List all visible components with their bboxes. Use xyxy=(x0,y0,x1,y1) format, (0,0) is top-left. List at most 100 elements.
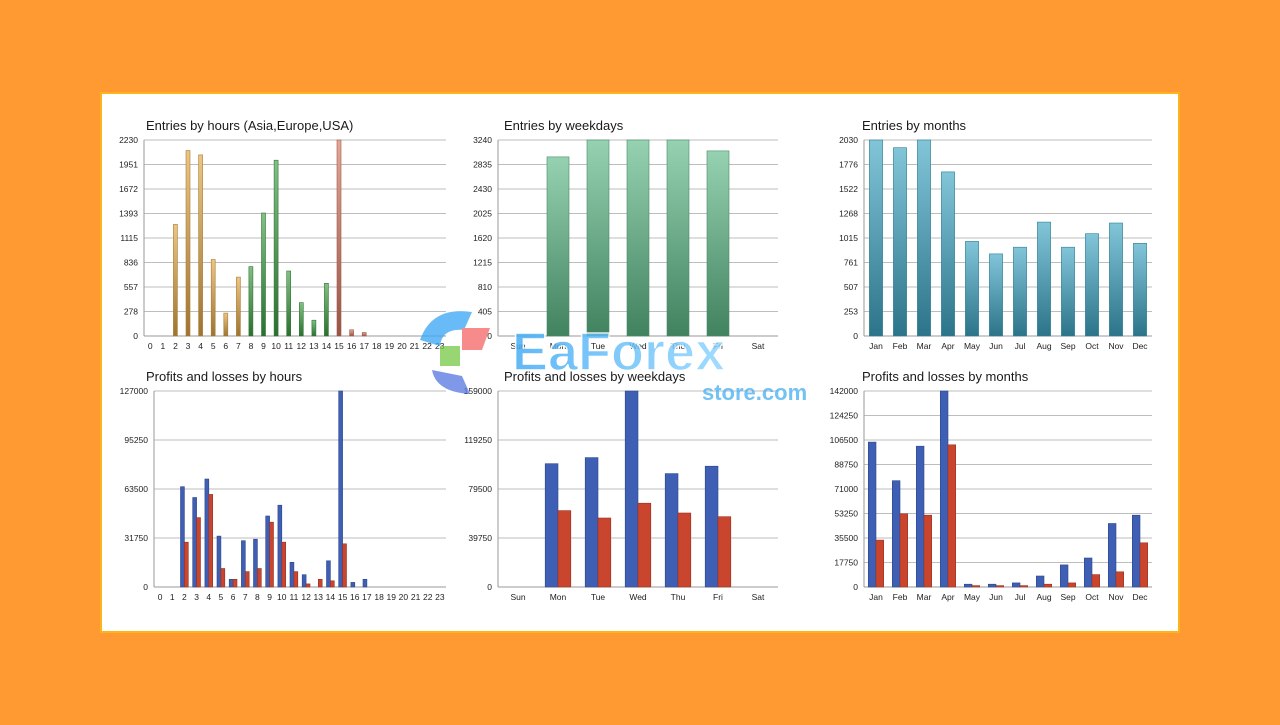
x-tick-label: 21 xyxy=(410,341,420,351)
x-tick-label: 23 xyxy=(435,341,445,351)
x-tick-label: Mar xyxy=(917,341,932,351)
x-tick-label: 5 xyxy=(211,341,216,351)
y-tick-label: 1215 xyxy=(473,258,492,268)
x-tick-label: May xyxy=(964,341,981,351)
y-tick-label: 278 xyxy=(124,307,138,317)
bar xyxy=(1019,585,1028,588)
y-tick-label: 79500 xyxy=(468,484,492,494)
bar xyxy=(269,521,274,588)
bar xyxy=(318,578,323,588)
bar xyxy=(326,560,331,588)
y-tick-label: 2030 xyxy=(839,135,858,145)
x-tick-label: 4 xyxy=(198,341,203,351)
y-tick-label: 39750 xyxy=(468,533,492,543)
bar xyxy=(893,147,907,337)
bar xyxy=(362,578,368,588)
x-tick-label: Jun xyxy=(989,592,1003,602)
bar xyxy=(301,574,307,588)
chart-c3: Entries by months 0 253 507 761 1015 1268 1522 1… xyxy=(839,118,1152,351)
bar xyxy=(989,253,1003,337)
bar xyxy=(185,150,191,337)
bar xyxy=(330,580,335,588)
x-tick-label: 1 xyxy=(161,341,166,351)
x-tick-label: 16 xyxy=(350,592,360,602)
bar xyxy=(664,473,679,588)
x-tick-label: 3 xyxy=(194,592,199,602)
x-tick-label: 19 xyxy=(385,341,395,351)
bar xyxy=(939,390,949,588)
chart-c6: Profits and losses by months 0 17750 35500 5… xyxy=(830,369,1152,602)
bar xyxy=(995,585,1004,588)
bar xyxy=(293,571,299,588)
bar xyxy=(277,504,283,588)
x-tick-label: 16 xyxy=(347,341,357,351)
x-tick-label: 13 xyxy=(309,341,319,351)
y-tick-label: 405 xyxy=(478,307,492,317)
x-tick-label: Nov xyxy=(1108,341,1124,351)
bar xyxy=(253,538,258,588)
bar xyxy=(717,516,732,588)
bar xyxy=(677,512,692,588)
y-tick-label: 63500 xyxy=(124,484,148,494)
x-tick-label: Dec xyxy=(1132,341,1148,351)
bar xyxy=(273,159,279,337)
bar xyxy=(917,139,931,337)
x-tick-label: Thu xyxy=(671,341,686,351)
x-tick-label: Mon xyxy=(550,341,567,351)
bar xyxy=(899,513,908,588)
bar xyxy=(557,510,572,588)
y-tick-label: 1776 xyxy=(839,160,858,170)
y-tick-label: 810 xyxy=(478,282,492,292)
x-tick-label: Thu xyxy=(671,592,686,602)
chart-title: Entries by hours (Asia,Europe,USA) xyxy=(146,118,353,133)
bar xyxy=(208,494,214,588)
bar xyxy=(342,543,347,588)
x-tick-label: Apr xyxy=(941,592,954,602)
x-tick-label: Oct xyxy=(1085,592,1099,602)
bar xyxy=(597,517,612,588)
x-tick-label: 14 xyxy=(326,592,336,602)
y-tick-label: 761 xyxy=(844,258,858,268)
x-tick-label: 2 xyxy=(182,592,187,602)
chart-title: Profits and losses by months xyxy=(862,369,1029,384)
y-tick-label: 0 xyxy=(133,331,138,341)
bar xyxy=(1115,571,1124,588)
x-tick-label: 19 xyxy=(387,592,397,602)
x-tick-label: 12 xyxy=(297,341,307,351)
bar xyxy=(349,329,354,337)
y-tick-label: 17750 xyxy=(834,558,858,568)
bar xyxy=(891,480,901,588)
x-tick-label: 21 xyxy=(411,592,421,602)
chart-title: Entries by months xyxy=(862,118,967,133)
y-tick-label: 3240 xyxy=(473,135,492,145)
chart-c4: Profits and losses by hours0317506350095… xyxy=(120,369,446,602)
bar xyxy=(361,332,367,337)
x-tick-label: 18 xyxy=(372,341,382,351)
chart-title: Entries by weekdays xyxy=(504,118,624,133)
y-tick-label: 2835 xyxy=(473,160,492,170)
bar xyxy=(311,319,317,337)
y-tick-label: 53250 xyxy=(834,509,858,519)
x-tick-label: 17 xyxy=(359,341,369,351)
x-tick-label: 15 xyxy=(334,341,344,351)
x-tick-label: Jan xyxy=(869,341,883,351)
x-tick-label: 8 xyxy=(249,341,254,351)
bar xyxy=(1043,583,1052,588)
y-tick-label: 836 xyxy=(124,258,138,268)
y-tick-label: 71000 xyxy=(834,484,858,494)
bar xyxy=(963,583,973,588)
y-tick-label: 159000 xyxy=(464,386,493,396)
bar xyxy=(1013,246,1027,337)
bar xyxy=(257,568,262,588)
x-tick-label: Sat xyxy=(752,341,765,351)
x-tick-label: Sun xyxy=(510,592,525,602)
bar xyxy=(704,465,719,588)
x-tick-label: Fri xyxy=(713,592,723,602)
x-tick-label: Mon xyxy=(550,592,567,602)
chart-c5: Profits and losses by weekdays 0 39750 7950… xyxy=(464,369,778,602)
bar xyxy=(941,171,955,337)
bar xyxy=(196,517,201,588)
y-tick-label: 88750 xyxy=(834,460,858,470)
bar xyxy=(220,568,226,588)
bar xyxy=(1037,221,1051,337)
